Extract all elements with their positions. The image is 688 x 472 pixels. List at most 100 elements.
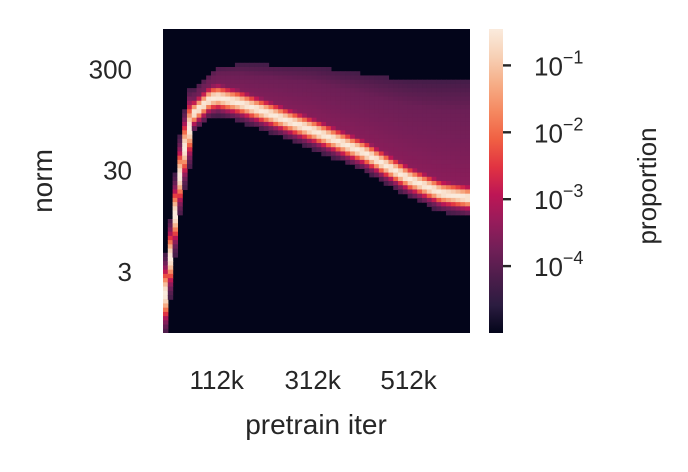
heatmap-cell	[163, 273, 169, 279]
heatmap-cell	[455, 164, 462, 169]
heatmap-cell	[446, 189, 452, 195]
heatmap-cell	[254, 71, 260, 77]
heatmap-cell	[446, 206, 452, 212]
heatmap-cell	[398, 126, 404, 131]
heatmap-cell	[388, 109, 394, 115]
heatmap-cell	[321, 113, 327, 119]
heatmap-cell	[407, 134, 414, 140]
heatmap-cell	[460, 202, 466, 207]
heatmap-cell	[359, 117, 366, 123]
heatmap-cell	[388, 100, 394, 106]
heatmap-cell	[191, 88, 198, 93]
heatmap-cell	[335, 121, 342, 127]
heatmap-cell	[455, 83, 462, 89]
heatmap-cell	[374, 147, 380, 153]
heatmap-cell	[225, 96, 231, 102]
heatmap-cell	[436, 138, 442, 144]
heatmap-cell	[282, 117, 289, 123]
heatmap-cell	[201, 109, 207, 115]
heatmap-cell	[215, 92, 222, 98]
x-tick-label: 112k	[189, 365, 244, 395]
heatmap-cell	[326, 96, 332, 102]
heatmap-cell	[230, 71, 236, 77]
heatmap-cell	[186, 109, 193, 115]
heatmap-cell	[407, 96, 414, 102]
heatmap-cell	[426, 79, 433, 85]
heatmap-cell	[177, 197, 183, 203]
heatmap-cell	[359, 134, 366, 140]
heatmap-cell	[249, 109, 255, 115]
heatmap-cell	[263, 109, 270, 115]
heatmap-cell	[374, 117, 380, 123]
heatmap-cell	[345, 134, 351, 140]
heatmap-cell	[407, 147, 414, 153]
heatmap-cell	[450, 151, 457, 157]
heatmap-cell	[302, 121, 308, 127]
heatmap-cell	[402, 121, 409, 127]
heatmap-cell	[417, 193, 423, 199]
heatmap-cell	[364, 79, 370, 85]
heatmap-cell	[249, 105, 255, 110]
heatmap-cell	[455, 138, 462, 144]
heatmap-cell	[258, 88, 265, 93]
heatmap-cell	[426, 109, 433, 115]
heatmap-cell	[359, 92, 366, 98]
heatmap-cell	[340, 92, 346, 98]
heatmap-cell	[345, 147, 351, 153]
heatmap-cell	[186, 143, 193, 148]
heatmap-cell	[388, 88, 394, 93]
heatmap-cell	[220, 67, 226, 72]
heatmap-cell	[374, 126, 380, 131]
heatmap-cell	[244, 105, 250, 110]
heatmap-cell	[364, 96, 370, 102]
heatmap-cell	[321, 71, 327, 77]
heatmap-cell	[374, 155, 380, 161]
heatmap-cell	[426, 88, 433, 93]
heatmap-cell	[374, 134, 380, 140]
heatmap-cell	[426, 147, 433, 153]
heatmap-cell	[412, 164, 418, 169]
heatmap-cell	[431, 105, 438, 110]
heatmap-cell	[287, 113, 294, 119]
heatmap-cell	[177, 147, 183, 153]
heatmap-cell	[436, 83, 442, 89]
heatmap-cell	[345, 126, 351, 131]
heatmap-cell	[326, 126, 332, 131]
heatmap-cell	[426, 197, 433, 203]
heatmap-cell	[182, 151, 188, 157]
heatmap-cell	[326, 138, 332, 144]
heatmap-cell	[249, 83, 255, 89]
heatmap-cell	[450, 155, 457, 161]
heatmap-cell	[297, 121, 303, 127]
heatmap-cell	[374, 159, 380, 165]
heatmap-cell	[340, 75, 346, 81]
heatmap-cell	[292, 121, 298, 127]
heatmap-cell	[186, 164, 193, 169]
heatmap-cell	[460, 210, 466, 216]
heatmap-cell	[234, 96, 241, 102]
heatmap-cell	[297, 92, 303, 98]
heatmap-cell	[431, 130, 438, 136]
colorbar-ticks: 10−1 10−2 10−3 10−4	[503, 47, 583, 282]
heatmap-cell	[465, 147, 470, 153]
heatmap-cell	[163, 328, 169, 333]
heatmap-cell	[263, 100, 270, 106]
heatmap-cell	[268, 83, 274, 89]
heatmap-cell	[460, 96, 466, 102]
heatmap-cell	[182, 138, 188, 144]
heatmap-cell	[422, 109, 428, 115]
plot-area	[163, 29, 470, 333]
heatmap-cell	[455, 113, 462, 119]
heatmap-cell	[258, 105, 265, 110]
heatmap-cell	[441, 189, 447, 195]
heatmap-cell	[225, 113, 231, 119]
x-axis: 112k 312k 512k	[189, 365, 437, 395]
heatmap-cell	[263, 79, 270, 85]
heatmap-cell	[172, 231, 178, 237]
y-tick-label: 30	[103, 156, 132, 186]
heatmap-cell	[302, 71, 308, 77]
heatmap-cell	[465, 210, 470, 216]
heatmap-cell	[268, 71, 274, 77]
heatmap-cell	[398, 151, 404, 157]
heatmap-cell	[460, 164, 466, 169]
